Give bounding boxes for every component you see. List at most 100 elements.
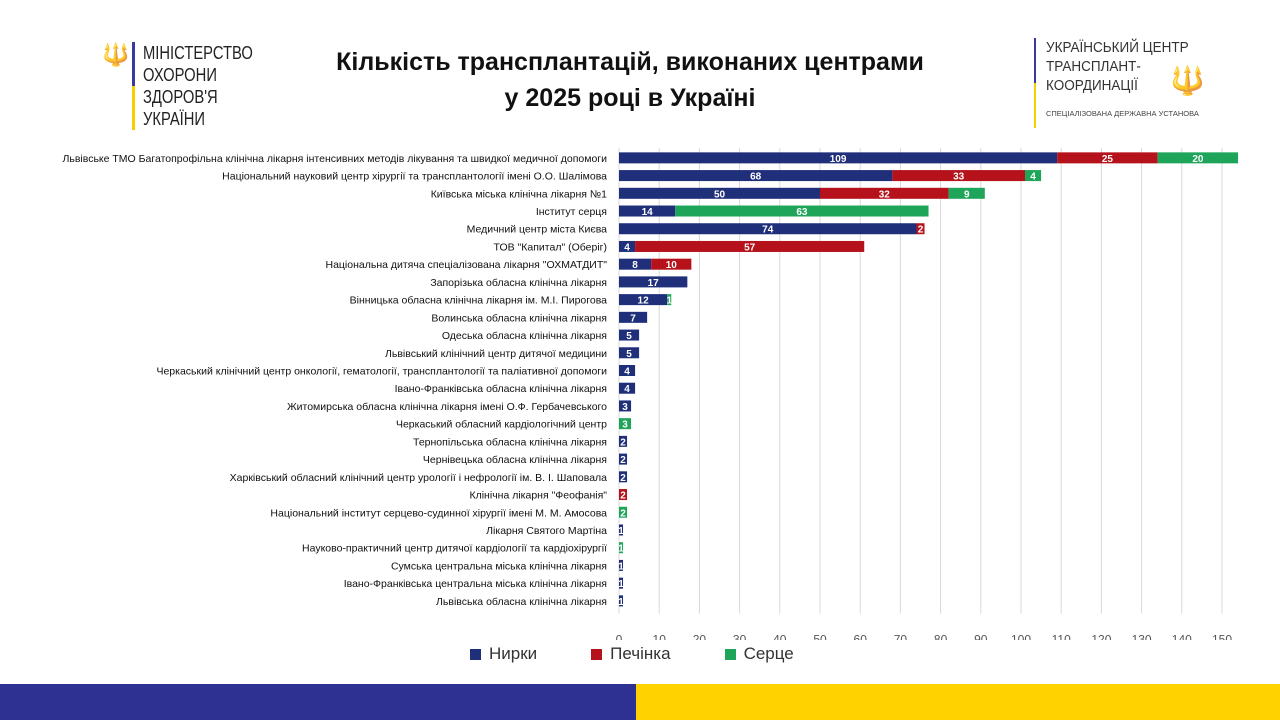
data-label: 4: [624, 384, 630, 395]
logo-text-line: КООРДИНАЦІЇ: [1046, 77, 1138, 94]
data-label: 1: [618, 561, 624, 572]
data-label: 8: [632, 260, 638, 271]
logo-subtitle: СПЕЦІАЛІЗОВАНА ДЕРЖАВНА УСТАНОВА: [1046, 109, 1199, 118]
x-tick-label: 60: [854, 633, 868, 640]
category-label: Івано-Франківська обласна клінічна лікар…: [395, 383, 607, 395]
bar-segment-liver: [892, 170, 1026, 182]
category-label: Львівська обласна клінічна лікарня: [436, 596, 607, 608]
category-label: Івано-Франківська центральна міська клін…: [344, 578, 607, 590]
x-tick-label: 50: [813, 633, 827, 640]
bar-segment-kidney: [619, 258, 652, 270]
ministry-of-health-logo: 🔱 МІНІСТЕРСТВО ОХОРОНИ ЗДОРОВ'Я УКРАЇНИ: [102, 42, 277, 130]
data-label: 1: [618, 597, 624, 608]
category-label: Львівський клінічний центр дитячої медиц…: [385, 348, 607, 360]
data-label: 7: [630, 313, 636, 324]
category-label: Чернівецька обласна клінічна лікарня: [423, 454, 607, 466]
bar-segment-kidney: [619, 400, 632, 412]
category-label: Національний науковий центр хірургії та …: [222, 171, 607, 183]
data-label: 9: [964, 189, 970, 200]
title-line-1: Кількість трансплантацій, виконаних цент…: [336, 48, 924, 76]
bar-segment-heart: [619, 506, 628, 518]
bar-segment-kidney: [619, 365, 636, 376]
legend: Нирки Печінка Серце: [470, 644, 794, 664]
x-tick-label: 140: [1172, 633, 1192, 640]
data-label: 2: [620, 437, 626, 448]
x-tick-label: 0: [616, 633, 623, 640]
data-label: 1: [666, 296, 672, 307]
trident-icon: 🔱: [1170, 65, 1205, 96]
data-label: 2: [918, 225, 924, 236]
bar-segment-kidney: [619, 294, 668, 306]
data-label: 2: [620, 491, 626, 502]
data-label: 32: [879, 189, 891, 200]
category-label: Медичний центр міста Києва: [467, 224, 608, 236]
bar-segment-kidney: [619, 471, 628, 483]
x-tick-label: 70: [894, 633, 908, 640]
bar-segment-kidney: [619, 595, 624, 607]
category-label: Лікарня Святого Мартіна: [486, 525, 607, 537]
data-label: 20: [1192, 154, 1204, 165]
legend-label: Серце: [743, 644, 794, 663]
data-label: 2: [620, 473, 626, 484]
title-line-2: у 2025 році в Україні: [504, 84, 756, 112]
category-label: Науково-практичний центр дитячої кардіол…: [302, 543, 607, 555]
legend-swatch: [591, 648, 603, 660]
bar-segment-kidney: [619, 205, 676, 217]
bar-segment-heart: [675, 205, 929, 217]
data-label: 12: [638, 296, 650, 307]
category-label: Інститут серця: [536, 206, 607, 218]
bar-segment-kidney: [619, 382, 636, 394]
data-label: 109: [830, 154, 847, 165]
logo-text-line: УКРАЇНИ: [143, 109, 206, 129]
data-label: 5: [626, 349, 632, 360]
data-label: 10: [666, 260, 678, 271]
category-label: ТОВ "Капитал" (Оберіг): [494, 241, 607, 253]
trident-icon: 🔱: [102, 42, 130, 67]
logo-text-line: ОХОРОНИ: [143, 65, 217, 85]
logo-text-line: МІНІСТЕРСТВО: [143, 43, 253, 63]
bar-segment-kidney: [619, 152, 1058, 164]
data-label: 4: [1030, 172, 1036, 183]
data-label: 63: [796, 207, 808, 218]
data-label: 1: [618, 579, 624, 590]
flag-band-yellow: [636, 684, 1280, 720]
logo-text-line: ЗДОРОВ'Я: [143, 87, 218, 107]
data-label: 25: [1102, 154, 1114, 165]
page-title: Кількість трансплантацій, виконаних цент…: [300, 44, 960, 116]
bar-segment-liver: [651, 258, 692, 270]
legend-item-liver: Печінка: [591, 644, 671, 664]
x-tick-label: 40: [773, 633, 787, 640]
bar-segment-kidney: [619, 170, 893, 182]
bar-segment-liver: [619, 489, 628, 501]
stacked-bar-chart: 0 10 20 30 40 50 60 70 80 90 100 110 120 130 140 150Льв…: [62, 148, 1239, 640]
legend-item-kidney: Нирки: [470, 644, 537, 664]
legend-swatch: [724, 648, 736, 660]
x-tick-label: 100: [1011, 633, 1031, 640]
x-tick-label: 80: [934, 633, 948, 640]
bar-segment-kidney: [619, 187, 820, 199]
data-label: 2: [620, 508, 626, 519]
bar-segment-heart: [1157, 152, 1239, 164]
category-label: Київська міська клінічна лікарня №1: [431, 188, 607, 200]
logo-text-line: ТРАНСПЛАНТ-: [1046, 58, 1141, 75]
data-label: 3: [622, 420, 628, 431]
bar-segment-kidney: [619, 524, 624, 536]
data-label: 3: [622, 402, 628, 413]
x-tick-label: 90: [974, 633, 988, 640]
legend-label: Печінка: [610, 644, 671, 663]
x-tick-label: 20: [693, 633, 707, 640]
data-label: 57: [744, 242, 756, 253]
x-tick-label: 150: [1212, 633, 1232, 640]
category-label: Запорізька обласна клінічна лікарня: [430, 277, 607, 289]
category-label: Житомирська обласна клінічна лікарня іме…: [287, 401, 607, 413]
bar-segment-kidney: [619, 347, 640, 359]
x-tick-label: 110: [1052, 633, 1071, 640]
bar-segment-kidney: [619, 577, 624, 589]
transplant-center-logo: УКРАЇНСЬКИЙ ЦЕНТР ТРАНСПЛАНТ- КООРДИНАЦІ…: [1034, 38, 1205, 128]
bar-segment-kidney: [619, 276, 688, 288]
bar-segment-heart: [667, 294, 672, 306]
bar-segment-kidney: [619, 311, 648, 323]
data-label: 2: [620, 455, 626, 466]
bar-segment-heart: [1025, 170, 1042, 182]
category-label: Черкаський обласний кардіологічний центр: [396, 419, 607, 431]
